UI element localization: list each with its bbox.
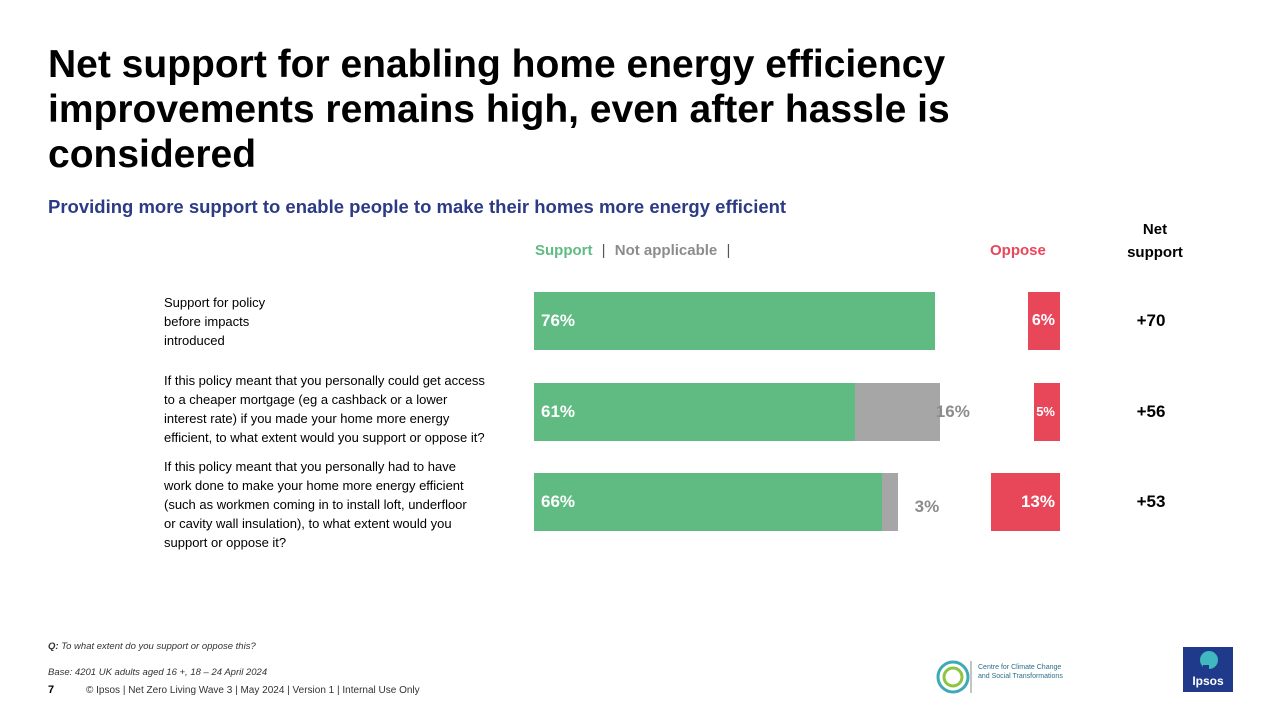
oppose-value-label: 5%	[1036, 404, 1055, 419]
row-label-line: efficient, to what extent would you supp…	[164, 430, 485, 445]
row-label-line: (such as workmen coming in to install lo…	[164, 497, 467, 512]
support-bar	[534, 473, 882, 531]
row-label-line: to a cheaper mortgage (eg a cashback or …	[164, 392, 448, 407]
question-footnote: Q: To what extent do you support or oppo…	[48, 641, 256, 652]
net-support-header: Net support	[1118, 218, 1192, 264]
cast-logo-icon	[936, 660, 972, 694]
oppose-value-label: 6%	[1031, 312, 1055, 329]
row-label: If this policy meant that you personally…	[164, 371, 485, 447]
not-applicable-bar	[881, 473, 898, 531]
support-bar	[534, 383, 856, 441]
cast-logo-text: Centre for Climate Change and Social Tra…	[978, 663, 1088, 681]
row-label-line: Support for policy	[164, 295, 266, 310]
row-label-line: interest rate) if you made your home mor…	[164, 411, 450, 426]
oppose-bar	[991, 473, 1060, 531]
row-label-line: or cavity wall insulation), to what exte…	[164, 516, 452, 531]
not-applicable-value-label: 3%	[914, 497, 940, 516]
support-bar	[534, 292, 935, 350]
ipsos-logo-text: Ipsos	[1192, 674, 1224, 688]
page-number: 7	[48, 684, 55, 696]
net-support-value: +56	[1136, 402, 1166, 421]
question-text: To what extent do you support or oppose …	[61, 641, 256, 652]
chart-subtitle: Providing more support to enable people …	[48, 196, 787, 217]
ipsos-mark-icon	[1200, 651, 1218, 675]
legend-separator: |	[601, 242, 606, 259]
legend-separator-2: |	[726, 242, 731, 259]
row-label-line: before impacts	[164, 314, 250, 329]
not-applicable-value-label: 16%	[935, 402, 970, 421]
net-header-line1: Net	[1142, 221, 1168, 238]
legend-support: Support	[535, 242, 593, 259]
support-value-label: 61%	[541, 402, 576, 421]
ipsos-logo: Ipsos	[1183, 647, 1233, 692]
row-label: If this policy meant that you personally…	[164, 457, 467, 552]
net-support-value: +53	[1136, 492, 1166, 511]
legend-oppose: Oppose	[990, 242, 1046, 259]
support-value-label: 76%	[541, 311, 576, 330]
support-value-label: 66%	[541, 492, 576, 511]
chart-legend: Support | Not applicable |	[535, 242, 735, 259]
copyright-text: © Ipsos | Net Zero Living Wave 3 | May 2…	[86, 685, 420, 696]
legend-not-applicable: Not applicable	[614, 242, 718, 259]
not-applicable-bar	[855, 383, 940, 441]
row-label-line: If this policy meant that you personally…	[164, 373, 485, 388]
question-label: Q:	[48, 641, 59, 652]
oppose-value-label: 13%	[1020, 492, 1055, 511]
net-header-line2: support	[1127, 244, 1183, 261]
net-support-value: +70	[1136, 311, 1166, 330]
oppose-bar	[1033, 383, 1060, 441]
cast-line2: and Social Transformations	[978, 673, 1063, 680]
row-label-line: support or oppose it?	[164, 535, 287, 550]
row-label-line: introduced	[164, 333, 225, 348]
row-label-line: work done to make your home more energy …	[164, 478, 464, 493]
cast-line1: Centre for Climate Change	[978, 664, 1062, 671]
row-label-line: If this policy meant that you personally…	[164, 459, 456, 474]
base-footnote: Base: 4201 UK adults aged 16 +, 18 – 24 …	[48, 667, 268, 678]
oppose-bar	[1028, 292, 1060, 350]
slide-title: Net support for enabling home energy eff…	[48, 43, 950, 176]
row-label: Support for policy before impacts introduc…	[164, 293, 265, 350]
